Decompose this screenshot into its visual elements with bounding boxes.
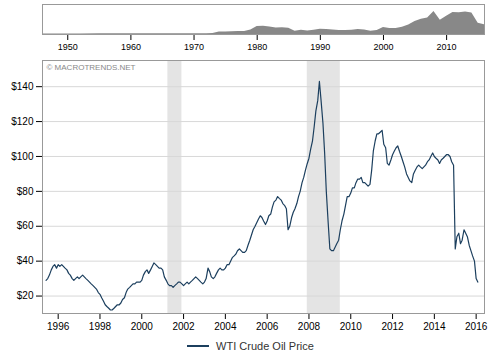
svg-text:2010: 2010 [437, 42, 457, 52]
svg-text:$80: $80 [17, 186, 34, 197]
svg-text:1980: 1980 [247, 42, 267, 52]
svg-text:2000: 2000 [131, 321, 154, 332]
svg-text:$60: $60 [17, 220, 34, 231]
svg-text:© MACROTRENDS.NET: © MACROTRENDS.NET [47, 63, 136, 72]
html-text:WTI Crude Oil Price: WTI Crude Oil Price [216, 340, 314, 352]
svg-text:2006: 2006 [256, 321, 279, 332]
svg-text:2000: 2000 [373, 42, 393, 52]
svg-text:1998: 1998 [89, 321, 112, 332]
svg-text:$140: $140 [11, 81, 34, 92]
svg-text:1970: 1970 [184, 42, 204, 52]
svg-text:$120: $120 [11, 116, 34, 127]
svg-text:2004: 2004 [214, 321, 237, 332]
svg-text:$100: $100 [11, 151, 34, 162]
svg-text:2016: 2016 [465, 321, 488, 332]
svg-text:2002: 2002 [172, 321, 195, 332]
svg-text:2010: 2010 [340, 321, 363, 332]
svg-text:2012: 2012 [381, 321, 404, 332]
svg-text:1960: 1960 [121, 42, 141, 52]
svg-text:1996: 1996 [47, 321, 70, 332]
svg-text:$20: $20 [17, 290, 34, 301]
svg-text:2014: 2014 [423, 321, 446, 332]
svg-text:1950: 1950 [58, 42, 78, 52]
svg-text:$40: $40 [17, 255, 34, 266]
svg-text:1990: 1990 [310, 42, 330, 52]
svg-text:2008: 2008 [298, 321, 321, 332]
